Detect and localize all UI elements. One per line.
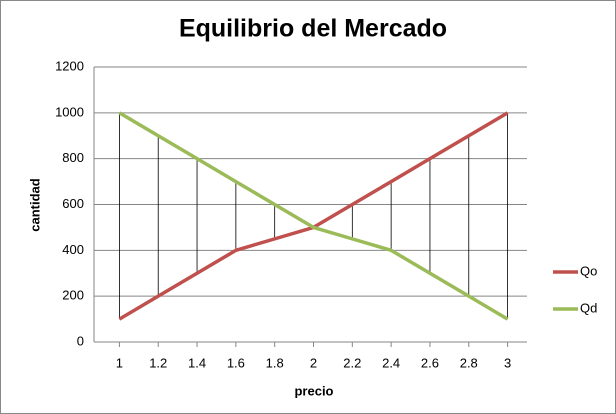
x-tick-label: 2.8 — [460, 355, 478, 370]
legend-label: Qd — [580, 300, 597, 315]
series-line — [118, 111, 509, 321]
x-tick-label: 2.6 — [421, 355, 439, 370]
legend-label: Qo — [580, 263, 597, 278]
x-tick-label: 2 — [310, 355, 317, 370]
y-tick-label: 200 — [62, 288, 84, 303]
x-tick-label: 1.2 — [149, 355, 167, 370]
y-tick-label: 800 — [62, 150, 84, 165]
x-tick-label: 3 — [504, 355, 511, 370]
y-tick-label: 1200 — [55, 58, 84, 73]
x-tick-label: 1.4 — [188, 355, 206, 370]
x-tick-label: 1.6 — [227, 355, 245, 370]
x-tick-label: 1 — [116, 355, 123, 370]
x-tick-label: 2.4 — [382, 355, 400, 370]
y-tick-label: 400 — [62, 242, 84, 257]
y-tick-label: 600 — [62, 196, 84, 211]
chart-title: Equilibrio del Mercado — [179, 15, 447, 43]
y-tick-label: 0 — [77, 333, 84, 348]
y-tick-label: 1000 — [55, 104, 84, 119]
x-tick-label: 1.8 — [266, 355, 284, 370]
x-axis-label: precio — [294, 383, 333, 398]
x-tick-label: 2.2 — [343, 355, 361, 370]
y-axis-label: cantidad — [27, 178, 42, 232]
